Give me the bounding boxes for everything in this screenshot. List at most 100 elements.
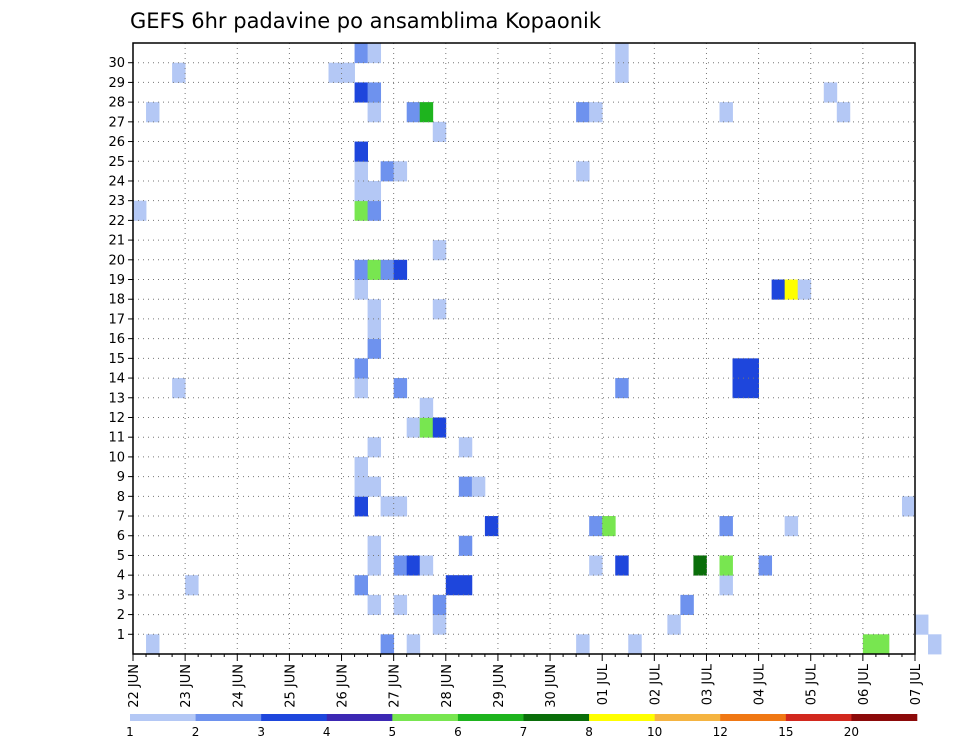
heatmap-cell xyxy=(680,594,694,615)
heatmap-cell xyxy=(784,516,799,537)
heatmap-cell xyxy=(719,555,733,576)
heatmap-cell xyxy=(380,259,395,280)
colorbar-swatch xyxy=(785,714,852,721)
heatmap-cell xyxy=(928,634,942,655)
heatmap-cell xyxy=(445,575,460,596)
heatmap-cell xyxy=(354,456,368,478)
y-tick-label: 4 xyxy=(117,569,125,584)
heatmap-cell xyxy=(367,82,382,103)
y-tick-label: 6 xyxy=(117,529,125,544)
colorbar-label: 2 xyxy=(192,725,200,739)
heatmap-cell xyxy=(367,594,382,615)
y-tick-label: 24 xyxy=(108,174,125,189)
y-tick-label: 30 xyxy=(108,56,125,71)
heatmap-cells xyxy=(133,43,942,655)
x-tick-label: 27 JUN xyxy=(388,664,403,708)
y-tick-label: 2 xyxy=(117,608,125,623)
heatmap-cell xyxy=(419,555,434,576)
colorbar-swatch xyxy=(261,714,328,721)
y-tick-label: 21 xyxy=(108,234,125,249)
colorbar-swatch xyxy=(589,714,655,721)
heatmap-cell xyxy=(367,476,382,497)
x-tick-label: 30 JUN xyxy=(544,664,559,708)
heatmap-cell xyxy=(915,614,929,635)
heatmap-cell xyxy=(354,200,368,221)
heatmap-cell xyxy=(367,555,382,576)
heatmap-cell xyxy=(354,141,368,162)
x-tick-label: 06 JUL xyxy=(857,663,872,705)
y-tick-label: 15 xyxy=(108,352,125,367)
x-tick-label: 26 JUN xyxy=(336,664,351,708)
y-tick-label: 19 xyxy=(108,273,125,288)
heatmap-cell xyxy=(484,516,499,537)
heatmap-cell xyxy=(719,102,733,123)
x-tick-label: 24 JUN xyxy=(231,664,246,708)
heatmap-cell xyxy=(393,594,408,615)
heatmap-cell xyxy=(380,161,395,182)
colorbar-label: 6 xyxy=(454,725,462,739)
y-tick-label: 26 xyxy=(108,135,125,150)
y-tick-label: 7 xyxy=(117,510,125,525)
colorbar-label: 5 xyxy=(389,725,397,739)
y-tick-label: 22 xyxy=(108,214,125,229)
heatmap-cell xyxy=(354,496,368,517)
y-tick-label: 9 xyxy=(117,470,125,485)
heatmap-cell xyxy=(576,102,590,123)
heatmap-cell xyxy=(380,634,395,655)
heatmap-cell xyxy=(393,161,408,182)
y-tick-label: 20 xyxy=(108,253,125,268)
heatmap-cell xyxy=(406,417,421,438)
colorbar-label: 8 xyxy=(585,725,593,739)
colorbar-swatch xyxy=(523,714,590,721)
x-tick-label: 23 JUN xyxy=(179,664,194,708)
heatmap-cell xyxy=(458,575,473,596)
heatmap-cell xyxy=(367,200,382,221)
heatmap-cell xyxy=(367,102,382,123)
heatmap-cell xyxy=(354,378,368,399)
heatmap-cell xyxy=(367,299,382,320)
heatmap-cell xyxy=(367,43,382,64)
colorbar-swatch xyxy=(851,714,918,721)
y-tick-label: 27 xyxy=(108,115,125,130)
heatmap-cell xyxy=(172,378,186,399)
heatmap-cell xyxy=(745,378,759,399)
heatmap-cell xyxy=(719,575,733,596)
heatmap-cell xyxy=(615,43,629,64)
y-tick-label: 17 xyxy=(108,312,125,327)
heatmap-cell xyxy=(615,62,629,83)
heatmap-cell xyxy=(615,378,629,399)
heatmap-cell xyxy=(432,121,447,142)
colorbar-swatch xyxy=(457,714,524,721)
colorbar-label: 3 xyxy=(257,725,265,739)
heatmap-cell xyxy=(393,259,408,280)
colorbar-label: 1 xyxy=(126,725,134,739)
heatmap-cell xyxy=(432,417,447,438)
heatmap-cell xyxy=(406,555,421,576)
y-tick-label: 25 xyxy=(108,155,125,170)
y-tick-label: 14 xyxy=(108,372,125,387)
colorbar: 1 2 3 4 5 6 7 8 10 12 15 20 xyxy=(126,714,918,739)
heatmap-cell xyxy=(758,555,773,576)
heatmap-cell xyxy=(589,555,603,576)
heatmap-cell xyxy=(406,634,421,655)
x-tick-label: 28 JUN xyxy=(440,664,455,708)
heatmap-cell xyxy=(732,378,746,399)
y-tick-label: 18 xyxy=(108,293,125,308)
x-tick-label: 22 JUN xyxy=(127,664,142,708)
y-tick-label: 28 xyxy=(108,96,125,111)
heatmap-cell xyxy=(380,496,395,517)
heatmap-cell xyxy=(393,378,408,399)
heatmap-cell xyxy=(367,318,382,340)
heatmap-cell xyxy=(354,180,368,202)
x-tick-label: 07 JUL xyxy=(909,663,924,705)
heatmap-cell xyxy=(419,397,434,418)
y-tick-label: 29 xyxy=(108,76,125,91)
heatmap-cell xyxy=(354,476,368,497)
heatmap-cell xyxy=(146,634,160,655)
heatmap-cell xyxy=(458,476,473,497)
heatmap-cell xyxy=(354,575,368,596)
heatmap-cell xyxy=(185,575,199,596)
heatmap-cell xyxy=(784,279,799,300)
heatmap-cell xyxy=(354,82,368,103)
y-tick-label: 10 xyxy=(108,450,125,465)
